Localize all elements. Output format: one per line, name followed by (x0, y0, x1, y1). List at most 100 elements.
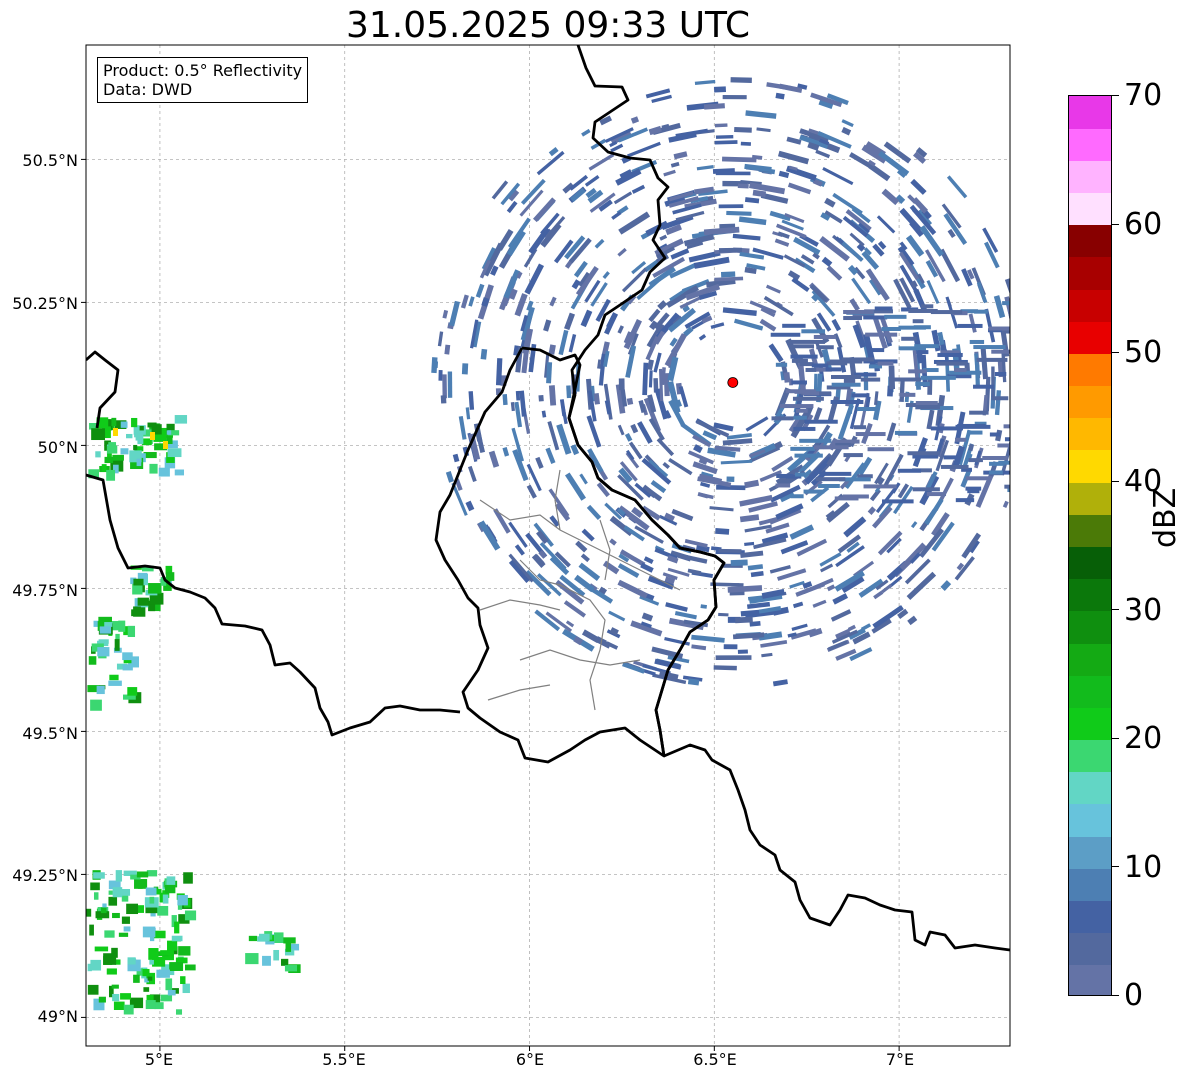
echo-cell (118, 932, 129, 937)
echo-cell (707, 447, 736, 458)
echo-cell (130, 874, 141, 880)
echo-cell (867, 447, 895, 452)
echo-cell (565, 620, 575, 628)
data-source-label: Data: DWD (103, 80, 193, 99)
echo-cell (775, 362, 788, 367)
echo-cell (648, 125, 662, 136)
echo-cell (982, 394, 988, 416)
echo-cell (867, 159, 876, 167)
echo-cell (553, 239, 574, 264)
echo-cell (148, 600, 156, 612)
product-info-box: Product: 0.5° Reflectivity Data: DWD (97, 57, 309, 103)
echo-cell (851, 277, 872, 305)
echo-cell (899, 277, 916, 303)
echo-cell (973, 384, 995, 389)
echo-cell (989, 432, 1000, 437)
echo-cell (864, 309, 893, 314)
echo-cell (630, 116, 640, 124)
echo-cell (802, 577, 834, 594)
echo-cell (604, 127, 634, 143)
echo-cell (994, 372, 1007, 377)
echo-cell (437, 331, 444, 347)
echo-cell (796, 538, 828, 557)
echo-cell (526, 300, 534, 312)
echo-cell (698, 333, 707, 341)
echo-cell (543, 319, 552, 332)
echo-cell (165, 978, 173, 991)
echo-cell (968, 313, 977, 333)
echo-cell (848, 627, 866, 640)
echo-cell (907, 615, 918, 626)
echo-cell (90, 882, 100, 891)
echo-cell (872, 506, 893, 529)
echo-cell (722, 156, 757, 163)
echo-cell (488, 450, 500, 468)
echo-cell (774, 238, 790, 247)
colorbar-tick-label: 10 (1124, 850, 1163, 885)
echo-cell (574, 574, 595, 593)
echo-cell (912, 454, 939, 459)
echo-cell (720, 271, 736, 278)
echo-cell (857, 456, 873, 476)
colorbar-segment (1069, 385, 1111, 419)
echo-cell (777, 150, 810, 165)
echo-cell (284, 948, 295, 956)
echo-cell (991, 366, 995, 398)
echo-cell (514, 401, 523, 428)
map-title: 31.05.2025 09:33 UTC (345, 5, 751, 46)
echo-cell (160, 994, 173, 1002)
echo-cell (669, 337, 678, 347)
echo-cell (847, 264, 859, 276)
echo-cell (178, 946, 191, 956)
echo-cell (957, 423, 986, 428)
echo-cell (759, 469, 783, 483)
echo-cell (528, 226, 551, 255)
y-tick-label: 50.25°N (12, 294, 78, 313)
echo-cell (746, 601, 771, 609)
echo-cell (758, 631, 783, 641)
echo-cell (184, 964, 196, 971)
echo-cell (609, 140, 618, 148)
echo-cell (169, 962, 183, 970)
echo-cell (171, 935, 183, 942)
echo-cell (468, 391, 475, 410)
colorbar-tick-label: 60 (1124, 207, 1163, 242)
echo-cell (639, 595, 660, 606)
echo-cell (815, 367, 832, 372)
echo-cell (810, 486, 830, 503)
echo-cell (875, 579, 889, 591)
echo-cell (442, 374, 447, 399)
echo-cell (150, 432, 155, 440)
echo-cell (617, 563, 640, 578)
echo-cell (789, 524, 815, 540)
echo-cell (804, 419, 838, 424)
echo-cell (935, 439, 950, 472)
echo-cell (154, 930, 166, 939)
echo-cell (588, 153, 615, 171)
echo-cell (1007, 488, 1010, 493)
echo-cell (634, 482, 652, 498)
echo-cell (568, 334, 577, 353)
echo-cell (849, 152, 875, 170)
echo-cell (449, 300, 461, 327)
echo-cell (912, 468, 932, 473)
echo-cell (843, 516, 867, 538)
echo-cell (833, 439, 860, 444)
echo-cell (112, 887, 123, 898)
echo-cell (458, 415, 467, 440)
colorbar-segment (1069, 449, 1111, 483)
echo-cell (581, 128, 591, 137)
colorbar-segment (1069, 160, 1111, 194)
echo-cell (90, 699, 102, 711)
echo-cell (718, 612, 729, 617)
echo-cell (845, 209, 872, 232)
echo-cell (97, 621, 109, 631)
echo-cell (147, 422, 157, 428)
echo-cell (136, 968, 143, 976)
echo-cell (88, 469, 99, 479)
echo-cell (735, 616, 753, 624)
echo-cell (915, 405, 940, 410)
echo-cell (877, 530, 903, 556)
echo-cell (800, 254, 815, 265)
echo-cell (104, 622, 113, 627)
